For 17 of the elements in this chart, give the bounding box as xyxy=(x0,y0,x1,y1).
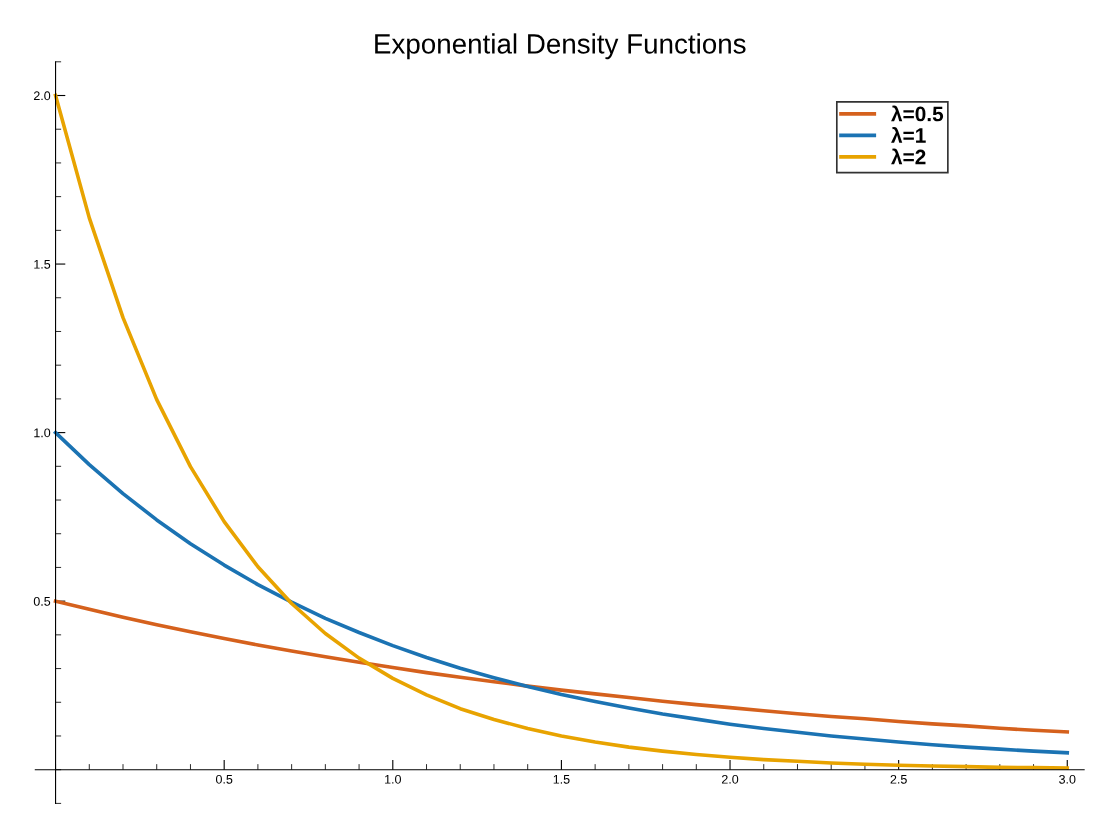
line-series xyxy=(53,599,1070,734)
x-tick-label: 2.0 xyxy=(721,774,739,784)
x-tick-label: 0.5 xyxy=(215,774,233,784)
line-series xyxy=(53,430,1070,755)
y-tick-label: 1.0 xyxy=(34,428,51,438)
y-tick-label: 2.0 xyxy=(33,91,51,101)
legend-label: λ=2 xyxy=(891,148,926,165)
x-tick-label: 1.0 xyxy=(385,774,401,784)
x-tick-label: 2.5 xyxy=(890,774,907,784)
x-tick-label: 3.0 xyxy=(1059,774,1076,784)
x-tick-label: 1.5 xyxy=(553,775,570,784)
legend-label: λ=0.5 xyxy=(891,105,944,122)
y-tick-label: 0.5 xyxy=(33,596,51,606)
line-series xyxy=(53,93,1070,770)
y-tick-label: 1.5 xyxy=(34,259,51,269)
legend-label: λ=1 xyxy=(891,127,926,143)
chart-title: Exponential Density Functions xyxy=(375,33,746,60)
